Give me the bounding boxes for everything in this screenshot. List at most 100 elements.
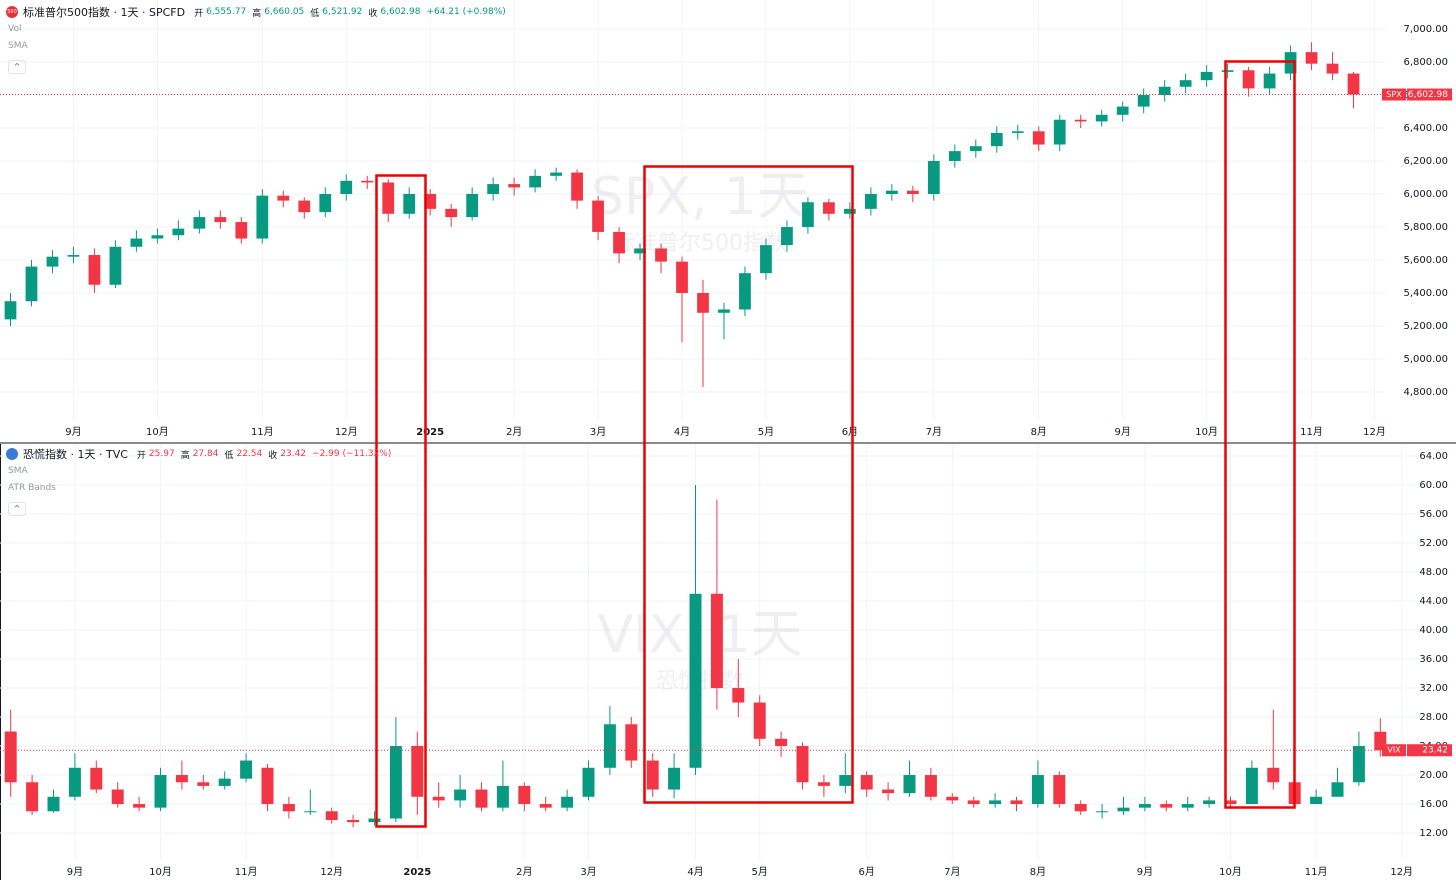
x-tick-label: 8月 bbox=[1031, 426, 1047, 438]
candle-body bbox=[197, 782, 210, 786]
candle-body bbox=[1074, 804, 1087, 812]
candle-body bbox=[592, 200, 604, 232]
candle-body bbox=[561, 796, 574, 808]
candle-body bbox=[88, 255, 101, 285]
candle-body bbox=[689, 593, 702, 768]
last-price-tag-text: 6,602.98 bbox=[1408, 90, 1448, 100]
candle-body bbox=[4, 731, 17, 783]
candle-body bbox=[340, 180, 353, 194]
candle-body bbox=[655, 248, 667, 262]
candle-body bbox=[646, 760, 659, 790]
collapse-button[interactable]: ^ bbox=[8, 60, 26, 74]
change: −2.99 (−11.32%) bbox=[312, 449, 392, 459]
x-tick-label: 8月 bbox=[1030, 866, 1046, 878]
y-tick-label: 5,000.00 bbox=[1403, 354, 1448, 365]
x-tick-label: 2月 bbox=[506, 426, 522, 438]
x-tick-label: 6月 bbox=[859, 866, 875, 878]
y-tick-label: 5,200.00 bbox=[1403, 321, 1448, 332]
ohlc-value: 22.54 bbox=[236, 449, 263, 459]
candle-body bbox=[1179, 80, 1192, 87]
x-tick-label: 5月 bbox=[752, 866, 768, 878]
y-tick-label: 7,000.00 bbox=[1403, 24, 1448, 35]
ohlc-value: 6,555.77 bbox=[206, 7, 247, 17]
y-tick-label: 12.00 bbox=[1419, 828, 1448, 839]
candle-body bbox=[539, 804, 552, 808]
legend-header: 500 标准普尔500指数 · 1天 · SPCFD 开 6,555.77 高 6,660… bbox=[6, 4, 506, 20]
candle-body bbox=[368, 818, 381, 823]
candle-body bbox=[382, 182, 395, 214]
candle-body bbox=[298, 200, 311, 213]
candle-body bbox=[1263, 73, 1276, 89]
y-tick-label: 64.00 bbox=[1419, 451, 1448, 462]
y-tick-label: 20.00 bbox=[1419, 770, 1448, 781]
candle-body bbox=[411, 746, 424, 797]
x-tick-label: 9月 bbox=[67, 866, 83, 878]
change: +64.21 (+0.98%) bbox=[426, 7, 506, 17]
y-tick-label: 36.00 bbox=[1419, 654, 1448, 665]
candle-body bbox=[1031, 775, 1044, 805]
y-tick-label: 5,600.00 bbox=[1403, 255, 1448, 266]
candle-body bbox=[133, 804, 146, 808]
candle-body bbox=[240, 760, 253, 779]
candle-body bbox=[948, 151, 961, 162]
x-tick-label: 12月 bbox=[335, 426, 358, 438]
candle-body bbox=[1032, 131, 1045, 145]
indicator-label: SMA bbox=[8, 466, 28, 476]
candle-body bbox=[1010, 800, 1023, 805]
candle-body bbox=[1245, 767, 1258, 805]
ohlc-label: 高 bbox=[180, 450, 190, 461]
candle-body bbox=[1116, 106, 1129, 115]
candle-body bbox=[277, 195, 290, 201]
collapse-button[interactable]: ^ bbox=[8, 502, 26, 516]
x-tick-label: 12月 bbox=[320, 866, 343, 878]
candle-body bbox=[676, 261, 688, 293]
candle-body bbox=[860, 775, 873, 790]
ohlc-value: 27.84 bbox=[192, 449, 219, 459]
y-tick-label: 6,000.00 bbox=[1403, 189, 1448, 200]
watermark: SPX, 1天 bbox=[591, 167, 809, 227]
ohlc-value: 23.42 bbox=[280, 449, 307, 459]
x-tick-label: 12月 bbox=[1363, 426, 1386, 438]
candle-body bbox=[924, 775, 937, 797]
y-tick-label: 56.00 bbox=[1419, 509, 1448, 520]
candle-body bbox=[739, 273, 751, 310]
candle-body bbox=[1267, 767, 1280, 783]
candle-body bbox=[839, 775, 852, 786]
x-tick-label: 11月 bbox=[251, 426, 274, 438]
ohlc-value: 25.97 bbox=[148, 449, 175, 459]
y-tick-label: 5,400.00 bbox=[1403, 288, 1448, 299]
candle-body bbox=[1096, 811, 1109, 813]
candle-body bbox=[1011, 131, 1024, 133]
candle-body bbox=[1224, 800, 1237, 805]
candle-body bbox=[634, 248, 646, 254]
indicator-label: SMA bbox=[8, 41, 28, 51]
candle-body bbox=[111, 789, 124, 805]
x-tick-label: 11月 bbox=[1300, 426, 1323, 438]
candle-body bbox=[796, 746, 809, 783]
x-tick-label: 10月 bbox=[149, 866, 172, 878]
y-tick-label: 4,800.00 bbox=[1403, 387, 1448, 398]
candle-body bbox=[1117, 807, 1130, 812]
candle-body bbox=[424, 193, 437, 209]
candle-body bbox=[172, 228, 185, 236]
pane: 4,800.00 5,000.00 5,200.00 5,400.00 5,600.00… bbox=[0, 0, 1452, 438]
y-tick-label: 5,800.00 bbox=[1403, 222, 1448, 233]
candle-body bbox=[347, 819, 360, 823]
candle-body bbox=[718, 309, 730, 313]
candle-body bbox=[802, 202, 814, 227]
x-tick-label: 9月 bbox=[65, 426, 81, 438]
candle-body bbox=[927, 161, 940, 194]
pane: 12.0016.0020.0024.0028.0032.0036.0040.00… bbox=[0, 444, 1452, 878]
candle-body bbox=[571, 172, 583, 201]
candle-body bbox=[903, 775, 916, 794]
candle-body bbox=[529, 175, 541, 188]
symbol-title: 标准普尔500指数 · 1天 · SPCFD bbox=[23, 6, 186, 19]
ohlc-value: 6,521.92 bbox=[322, 7, 363, 17]
y-tick-label: 28.00 bbox=[1419, 712, 1448, 723]
candle-body bbox=[68, 767, 81, 797]
y-tick-label: 6,200.00 bbox=[1403, 156, 1448, 167]
candle-body bbox=[1310, 796, 1323, 805]
candle-body bbox=[214, 217, 227, 223]
candle-body bbox=[946, 796, 959, 801]
